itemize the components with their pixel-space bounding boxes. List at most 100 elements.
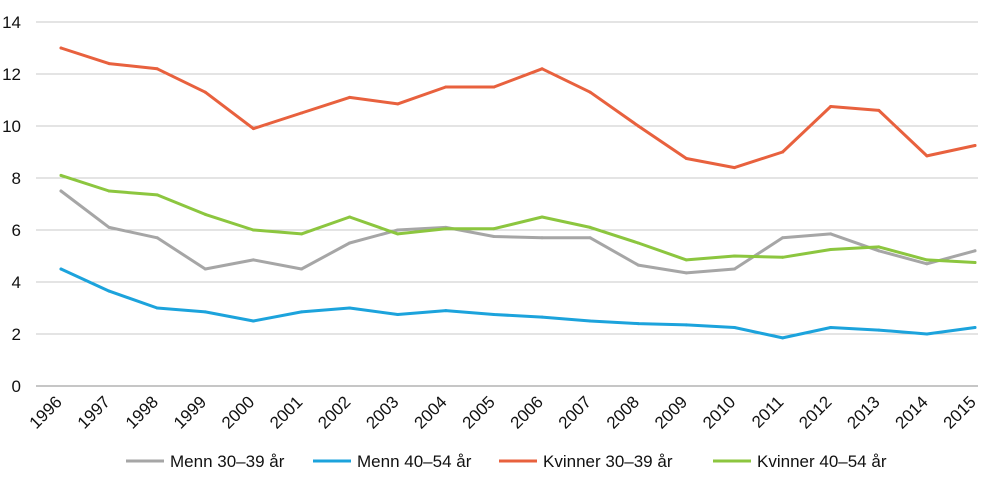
data-point <box>348 241 352 245</box>
data-point <box>155 236 159 240</box>
y-axis-ticks: 0 2 4 6 8 10 12 14 <box>2 13 21 396</box>
data-point <box>829 105 833 108</box>
legend-label: Kvinner 30–39 år <box>543 452 673 471</box>
legend-label: Menn 30–39 år <box>170 452 285 471</box>
x-axis-ticks: 1996 1997 1998 1999 2000 2001 2002 2003 2004 2005… <box>26 392 980 432</box>
x-tick-label: 2001 <box>266 392 306 432</box>
data-point <box>251 319 255 323</box>
data-point <box>444 85 448 89</box>
data-point <box>877 328 881 332</box>
data-point <box>59 189 63 193</box>
data-point <box>203 212 207 216</box>
data-point <box>973 144 977 147</box>
data-point <box>636 322 640 326</box>
x-tick-label: 1999 <box>170 392 210 432</box>
data-point <box>396 228 400 232</box>
data-point <box>155 306 159 310</box>
data-point <box>973 261 977 264</box>
data-point <box>588 319 592 323</box>
series-line-kvinner-40-54-r <box>59 173 977 264</box>
data-point <box>348 306 352 310</box>
data-point <box>107 225 111 229</box>
data-point <box>636 263 640 267</box>
x-tick-label: 2006 <box>507 392 547 432</box>
data-point <box>155 193 159 197</box>
data-point <box>251 228 255 232</box>
data-point <box>684 258 688 262</box>
y-tick-label: 4 <box>12 273 21 292</box>
x-tick-label: 2010 <box>699 392 739 432</box>
data-point <box>492 227 496 231</box>
data-point <box>348 215 352 219</box>
data-point <box>877 245 881 249</box>
data-point <box>155 67 159 71</box>
y-tick-label: 8 <box>12 169 21 188</box>
x-tick-label: 2012 <box>795 392 835 432</box>
data-point <box>444 227 448 231</box>
data-point <box>781 336 785 340</box>
data-point <box>396 102 400 106</box>
data-point <box>588 225 592 229</box>
data-point <box>877 249 881 253</box>
y-tick-label: 14 <box>2 13 21 32</box>
x-tick-label: 2005 <box>459 392 499 432</box>
data-point <box>540 215 544 219</box>
x-tick-label: 2008 <box>603 392 643 432</box>
data-point <box>59 173 63 177</box>
data-point <box>973 249 977 253</box>
legend-label: Menn 40–54 år <box>357 452 472 471</box>
data-point <box>781 236 785 240</box>
data-point <box>925 262 929 266</box>
data-point <box>492 313 496 316</box>
data-point <box>107 189 111 193</box>
x-tick-label: 2007 <box>555 392 595 432</box>
data-point <box>444 309 448 313</box>
x-tick-label: 2000 <box>218 392 258 432</box>
series-line-kvinner-30-39-r <box>59 46 977 170</box>
y-tick-label: 0 <box>12 377 21 396</box>
data-point <box>59 267 63 271</box>
x-tick-label: 2003 <box>362 392 402 432</box>
data-point <box>251 258 255 262</box>
x-tick-label: 1998 <box>122 392 162 432</box>
data-point <box>203 267 207 271</box>
data-point <box>636 241 640 245</box>
data-point <box>300 232 304 236</box>
y-tick-label: 12 <box>2 65 21 84</box>
data-point <box>348 95 352 99</box>
data-point <box>492 235 496 238</box>
x-tick-label: 2004 <box>410 392 450 432</box>
data-point <box>396 313 400 316</box>
x-tick-label: 1997 <box>74 392 114 432</box>
data-point <box>300 111 304 115</box>
data-point <box>588 90 592 94</box>
data-point <box>829 232 833 236</box>
data-point <box>684 271 688 275</box>
data-point <box>540 236 544 240</box>
y-tick-label: 2 <box>12 325 21 344</box>
data-point <box>540 315 544 319</box>
y-tick-label: 6 <box>12 221 21 240</box>
data-point <box>251 127 255 131</box>
legend-label: Kvinner 40–54 år <box>757 452 887 471</box>
data-point <box>732 166 736 170</box>
x-tick-label: 2015 <box>940 392 980 432</box>
data-point <box>300 310 304 314</box>
data-point <box>588 236 592 240</box>
series-line-menn-30-39-r <box>59 189 977 275</box>
y-tick-label: 10 <box>2 117 21 136</box>
data-point <box>107 289 111 293</box>
gridlines <box>36 21 978 387</box>
data-point <box>973 326 977 329</box>
data-point <box>829 248 833 251</box>
data-point <box>925 154 929 158</box>
data-point <box>781 255 785 259</box>
series-line-menn-40-54-r <box>59 267 977 340</box>
data-point <box>925 332 929 336</box>
data-point <box>732 326 736 329</box>
x-tick-label: 2002 <box>314 392 354 432</box>
data-point <box>300 267 304 271</box>
x-tick-label: 2011 <box>748 392 787 431</box>
data-point <box>732 254 736 258</box>
